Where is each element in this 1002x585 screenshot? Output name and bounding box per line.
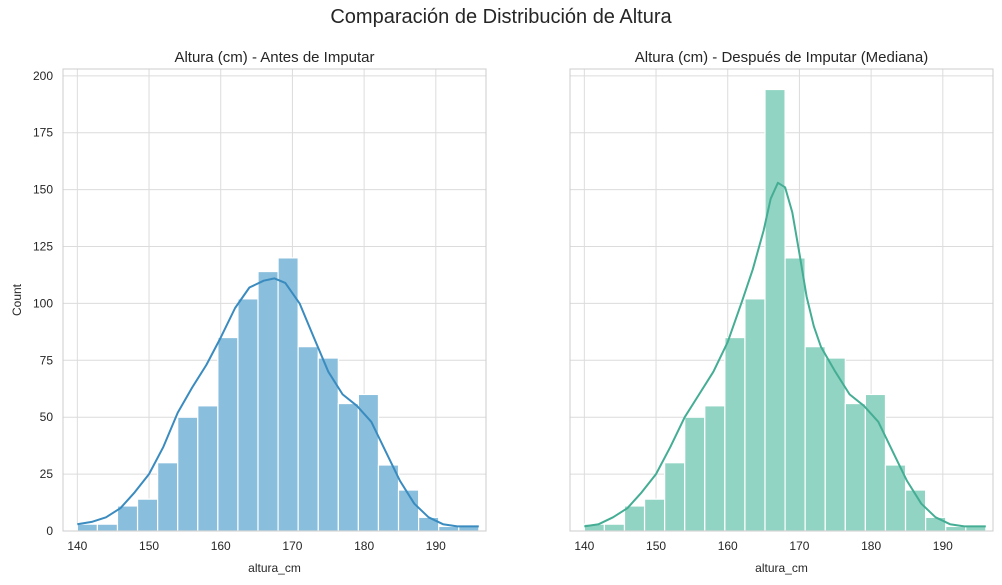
chart-2-bar: [744, 298, 766, 532]
chart-2-bar: [864, 393, 887, 532]
chart-1-bar: [337, 402, 359, 532]
chart-1-bar: [177, 416, 199, 532]
chart-1-bar: [157, 462, 179, 532]
chart-1-bar: [277, 257, 299, 532]
chart-1-x-tick-label: 160: [211, 539, 231, 553]
chart-2-bar: [724, 336, 746, 532]
chart-1-y-tick-label: 75: [40, 353, 54, 367]
chart-2-kde-line: [584, 181, 986, 528]
chart-2-bar: [684, 416, 706, 532]
chart-2-bar: [784, 257, 806, 532]
chart-1-y-tick-label: 125: [33, 240, 53, 254]
chart-2-bar: [704, 405, 726, 532]
chart-1-axes-frame: [62, 68, 487, 532]
chart-1-bar: [257, 270, 279, 532]
chart-1-x-axis-label: altura_cm: [248, 561, 301, 575]
figure-suptitle: Comparación de Distribución de Altura: [330, 6, 672, 28]
chart-1-title: Altura (cm) - Antes de Imputar: [174, 49, 374, 66]
chart-1-y-tick-label: 100: [33, 296, 53, 310]
chart-1-y-tick-label: 0: [46, 524, 53, 538]
chart-1-x-tick-label: 170: [282, 539, 302, 553]
chart-1-bar: [297, 346, 319, 532]
chart-1-kde-line: [77, 277, 479, 528]
chart-1-x-tick-label: 150: [139, 539, 159, 553]
chart-2-bar: [844, 402, 866, 532]
chart-2-x-tick-label: 160: [718, 539, 738, 553]
chart-1-bar: [116, 505, 139, 532]
chart-1-y-axis-label: Count: [10, 283, 24, 316]
chart-1-y-tick-label: 25: [40, 467, 54, 481]
chart-2-x-tick-label: 170: [789, 539, 809, 553]
chart-2-bar: [764, 88, 786, 532]
chart-1-bar: [136, 498, 159, 532]
chart-2-bar: [623, 505, 646, 532]
chart-2-bar: [643, 498, 666, 532]
chart-1-bar: [377, 464, 400, 532]
chart-2-x-tick-label: 190: [933, 539, 953, 553]
chart-2-title: Altura (cm) - Después de Imputar (Median…: [635, 49, 928, 66]
chart-2-bar: [603, 523, 626, 532]
chart-2-bar: [664, 462, 686, 532]
chart-1-y-tick-label: 175: [33, 126, 53, 140]
chart-2-x-tick-label: 150: [646, 539, 666, 553]
chart-1-bar: [96, 523, 119, 532]
chart-1-x-tick-label: 190: [426, 539, 446, 553]
chart-1-bar: [418, 516, 440, 532]
chart-2-x-tick-label: 140: [574, 539, 594, 553]
chart-1-bar: [237, 298, 259, 532]
chart-1-bar: [217, 336, 239, 532]
chart-1-y-tick-label: 150: [33, 183, 53, 197]
chart-1-bar: [76, 523, 99, 532]
chart-2-bar: [925, 516, 947, 532]
chart-2-axes-frame: [569, 68, 994, 532]
chart-1-x-tick-label: 180: [354, 539, 374, 553]
chart-1-bar: [197, 405, 219, 532]
chart-2-bar: [884, 464, 907, 532]
chart-1-bar: [357, 393, 380, 532]
chart-2-x-tick-label: 180: [861, 539, 881, 553]
chart-2-bar: [804, 346, 826, 532]
chart-1-y-tick-label: 200: [33, 69, 53, 83]
chart-1-y-tick-label: 50: [40, 410, 54, 424]
chart-2-x-axis-label: altura_cm: [755, 561, 808, 575]
chart-1-x-tick-label: 140: [67, 539, 87, 553]
